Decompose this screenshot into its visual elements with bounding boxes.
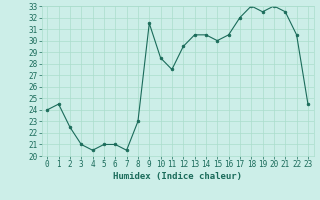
X-axis label: Humidex (Indice chaleur): Humidex (Indice chaleur) [113, 172, 242, 181]
